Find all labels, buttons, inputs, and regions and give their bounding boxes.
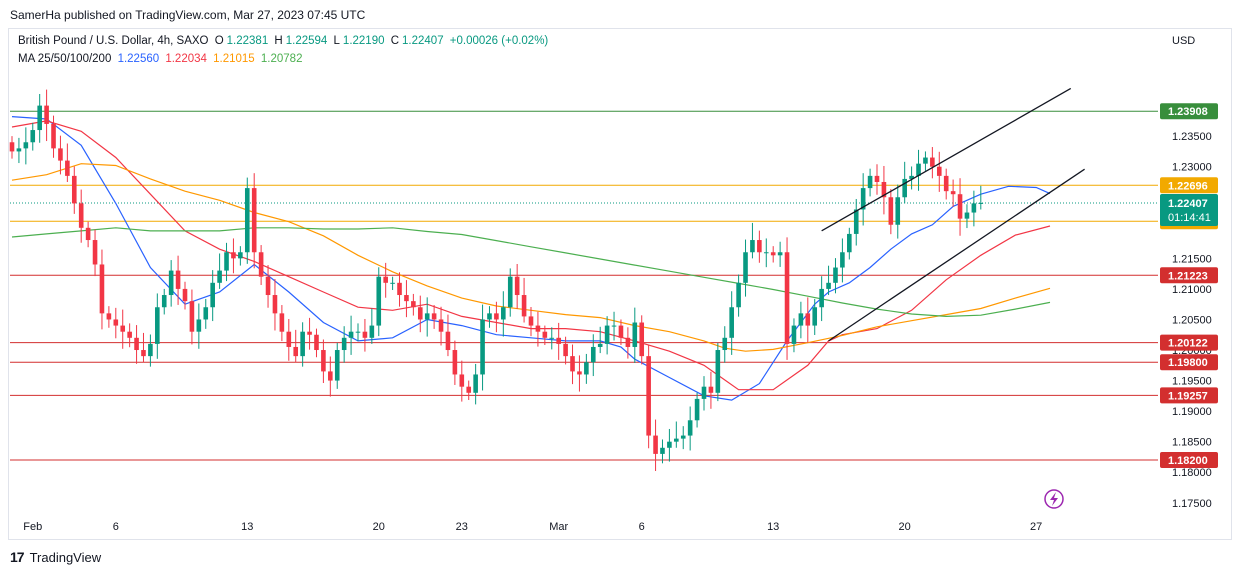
close-label: C <box>390 35 400 47</box>
high-label: H <box>274 35 283 47</box>
currency-label[interactable]: USD <box>1172 35 1196 47</box>
open-label: O <box>214 35 224 47</box>
ma200-value: 1.20782 <box>260 53 303 65</box>
high-value: 1.22594 <box>285 35 328 47</box>
change-value: +0.00026 (+0.02%) <box>449 35 549 47</box>
footer: 17 TradingView <box>10 549 101 565</box>
footer-brand[interactable]: TradingView <box>29 549 102 565</box>
ma50-value: 1.22034 <box>165 53 207 65</box>
ma-legend: MA 25/50/100/200 1.22560 1.22034 1.21015… <box>18 53 305 65</box>
open-value: 1.22381 <box>226 35 269 47</box>
low-value: 1.22190 <box>342 35 385 47</box>
chart-frame <box>8 28 1232 540</box>
ma-label[interactable]: MA 25/50/100/200 <box>18 53 112 65</box>
tradingview-logo-icon[interactable]: 17 <box>10 549 25 565</box>
ma100-value: 1.21015 <box>213 53 255 65</box>
ma25-value: 1.22560 <box>117 53 160 65</box>
low-label: L <box>333 35 340 47</box>
publisher-line: SamerHa published on TradingView.com, Ma… <box>10 8 366 22</box>
symbol-title[interactable]: British Pound / U.S. Dollar, 4h, SAXO <box>18 35 209 47</box>
close-value: 1.22407 <box>402 35 444 47</box>
